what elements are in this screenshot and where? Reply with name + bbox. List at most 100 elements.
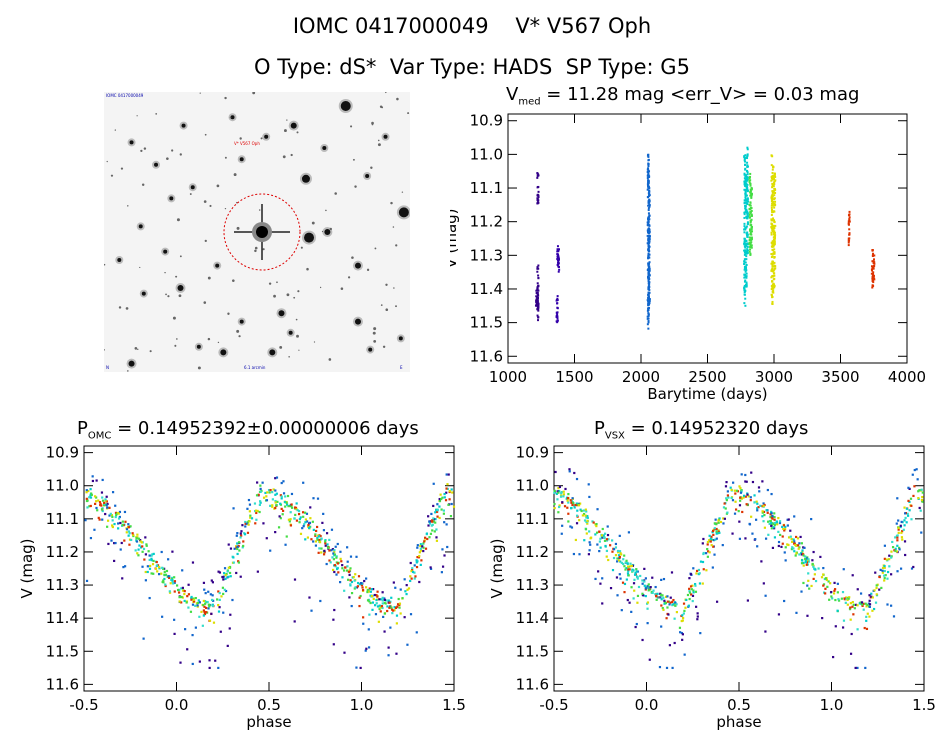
phase-vsx-point <box>666 600 669 603</box>
phase-omc-point <box>89 496 93 499</box>
phase-omc-point <box>169 582 172 585</box>
phase-omc-point <box>212 621 216 624</box>
phase-vsx-point <box>630 586 633 589</box>
phase-vsx-point <box>805 563 808 566</box>
phase-omc-point <box>191 603 195 606</box>
finder-label-north: N <box>106 365 109 370</box>
phase-omc-point <box>96 509 99 512</box>
phase-vsx-point <box>807 572 810 575</box>
phase-omc-point <box>395 614 399 617</box>
finder-label-east: E <box>400 365 403 370</box>
phase-vsx-point <box>605 555 608 558</box>
phase-omc-point <box>196 604 199 607</box>
phase-vsx-point <box>822 566 825 570</box>
phase-omc-point <box>366 590 369 594</box>
lightcurve-point <box>744 160 747 163</box>
phase-vsx-point <box>800 551 803 555</box>
lightcurve-point <box>537 294 540 297</box>
phase-vsx-point <box>771 517 774 520</box>
phase-vsx-point <box>895 522 898 525</box>
lightcurve-point <box>647 167 650 170</box>
phase-omc-point <box>242 540 245 543</box>
finder-star <box>141 291 146 296</box>
lightcurve-point <box>743 276 746 279</box>
phase-vsx-point <box>626 562 629 565</box>
phase-omc-point <box>426 537 429 541</box>
phase-vsx-point <box>843 597 846 600</box>
phase-omc-point <box>106 519 110 522</box>
phase-omc-point <box>155 560 158 564</box>
phase-omc-point <box>429 532 433 535</box>
phase-vsx-point <box>822 573 825 576</box>
phase-omc-point <box>383 597 386 600</box>
phase-omc-point <box>303 523 306 526</box>
phase-omc-point <box>143 558 146 561</box>
phase-omc-point <box>381 591 384 594</box>
finder-faint-star <box>370 166 373 169</box>
phase-omc-point <box>309 517 312 520</box>
lightcurve-point <box>750 224 753 227</box>
phase-vsx-point <box>883 544 886 547</box>
finder-faint-star <box>371 121 374 125</box>
phase-omc-point <box>440 508 443 511</box>
lightcurve-point <box>536 306 539 309</box>
phase-vsx-point <box>567 492 570 496</box>
phase-omc-point <box>85 497 88 500</box>
phase-vsx-point <box>777 613 781 616</box>
phase-omc-point <box>253 502 257 505</box>
phase-omc-point <box>259 490 262 493</box>
phase-omc-point <box>265 495 268 498</box>
lightcurve-point <box>771 302 774 305</box>
phase-omc-point <box>128 532 131 535</box>
phase-vsx-point <box>715 600 719 603</box>
phase-vsx-point <box>766 511 769 514</box>
phase-omc-point <box>376 595 379 598</box>
phase-vsx-point <box>894 536 897 539</box>
lightcurve-point <box>771 230 774 233</box>
finder-faint-star <box>217 341 220 344</box>
phase-omc-point <box>333 553 337 556</box>
lightcurve-ylabel: V (mag) <box>450 208 460 268</box>
lightcurve-point <box>557 248 560 251</box>
phase-omc-point <box>366 599 370 602</box>
phase-omc-point <box>398 603 401 607</box>
phase-vsx-point <box>628 568 631 571</box>
phase-omc-point <box>396 603 400 606</box>
phase-vsx-point <box>635 622 638 626</box>
phase-vsx-point <box>690 593 693 596</box>
phase-vsx-point <box>688 590 691 593</box>
phase-vsx-point <box>644 577 647 580</box>
phase-vsx-point <box>715 523 718 526</box>
phase-vsx-point <box>899 524 902 527</box>
lightcurve-point <box>870 265 873 268</box>
phase-omc-point <box>146 570 149 574</box>
lightcurve-point <box>771 300 774 303</box>
phase-omc-point <box>436 515 439 518</box>
lightcurve-point <box>647 216 650 219</box>
phase-omc-point <box>194 604 197 607</box>
finder-faint-star <box>204 133 207 136</box>
phase-omc-ytick-label: 11.6 <box>46 675 79 693</box>
phase-vsx-point <box>617 559 621 562</box>
lightcurve-point <box>773 286 776 289</box>
phase-vsx-point <box>635 570 638 573</box>
lightcurve-point <box>647 173 650 176</box>
lightcurve-point <box>870 268 873 271</box>
phase-omc-point <box>145 544 148 547</box>
phase-omc-point <box>235 545 238 548</box>
lightcurve-point <box>771 190 774 193</box>
lightcurve-point <box>848 220 851 223</box>
lightcurve-point <box>648 218 651 221</box>
lightcurve-point <box>536 289 539 292</box>
phase-omc-point <box>171 550 174 553</box>
phase-omc-point <box>152 572 155 575</box>
phase-vsx-point <box>688 587 691 590</box>
phase-omc-point <box>330 549 333 552</box>
phase-omc-point <box>180 587 183 590</box>
lightcurve-point <box>773 277 776 280</box>
lightcurve-point <box>648 288 651 291</box>
lightcurve-point <box>773 181 776 184</box>
phase-omc-title: POMC = 0.14952392±0.00000006 days <box>77 418 419 442</box>
finder-faint-star <box>379 105 383 108</box>
finder-faint-star <box>300 246 303 249</box>
